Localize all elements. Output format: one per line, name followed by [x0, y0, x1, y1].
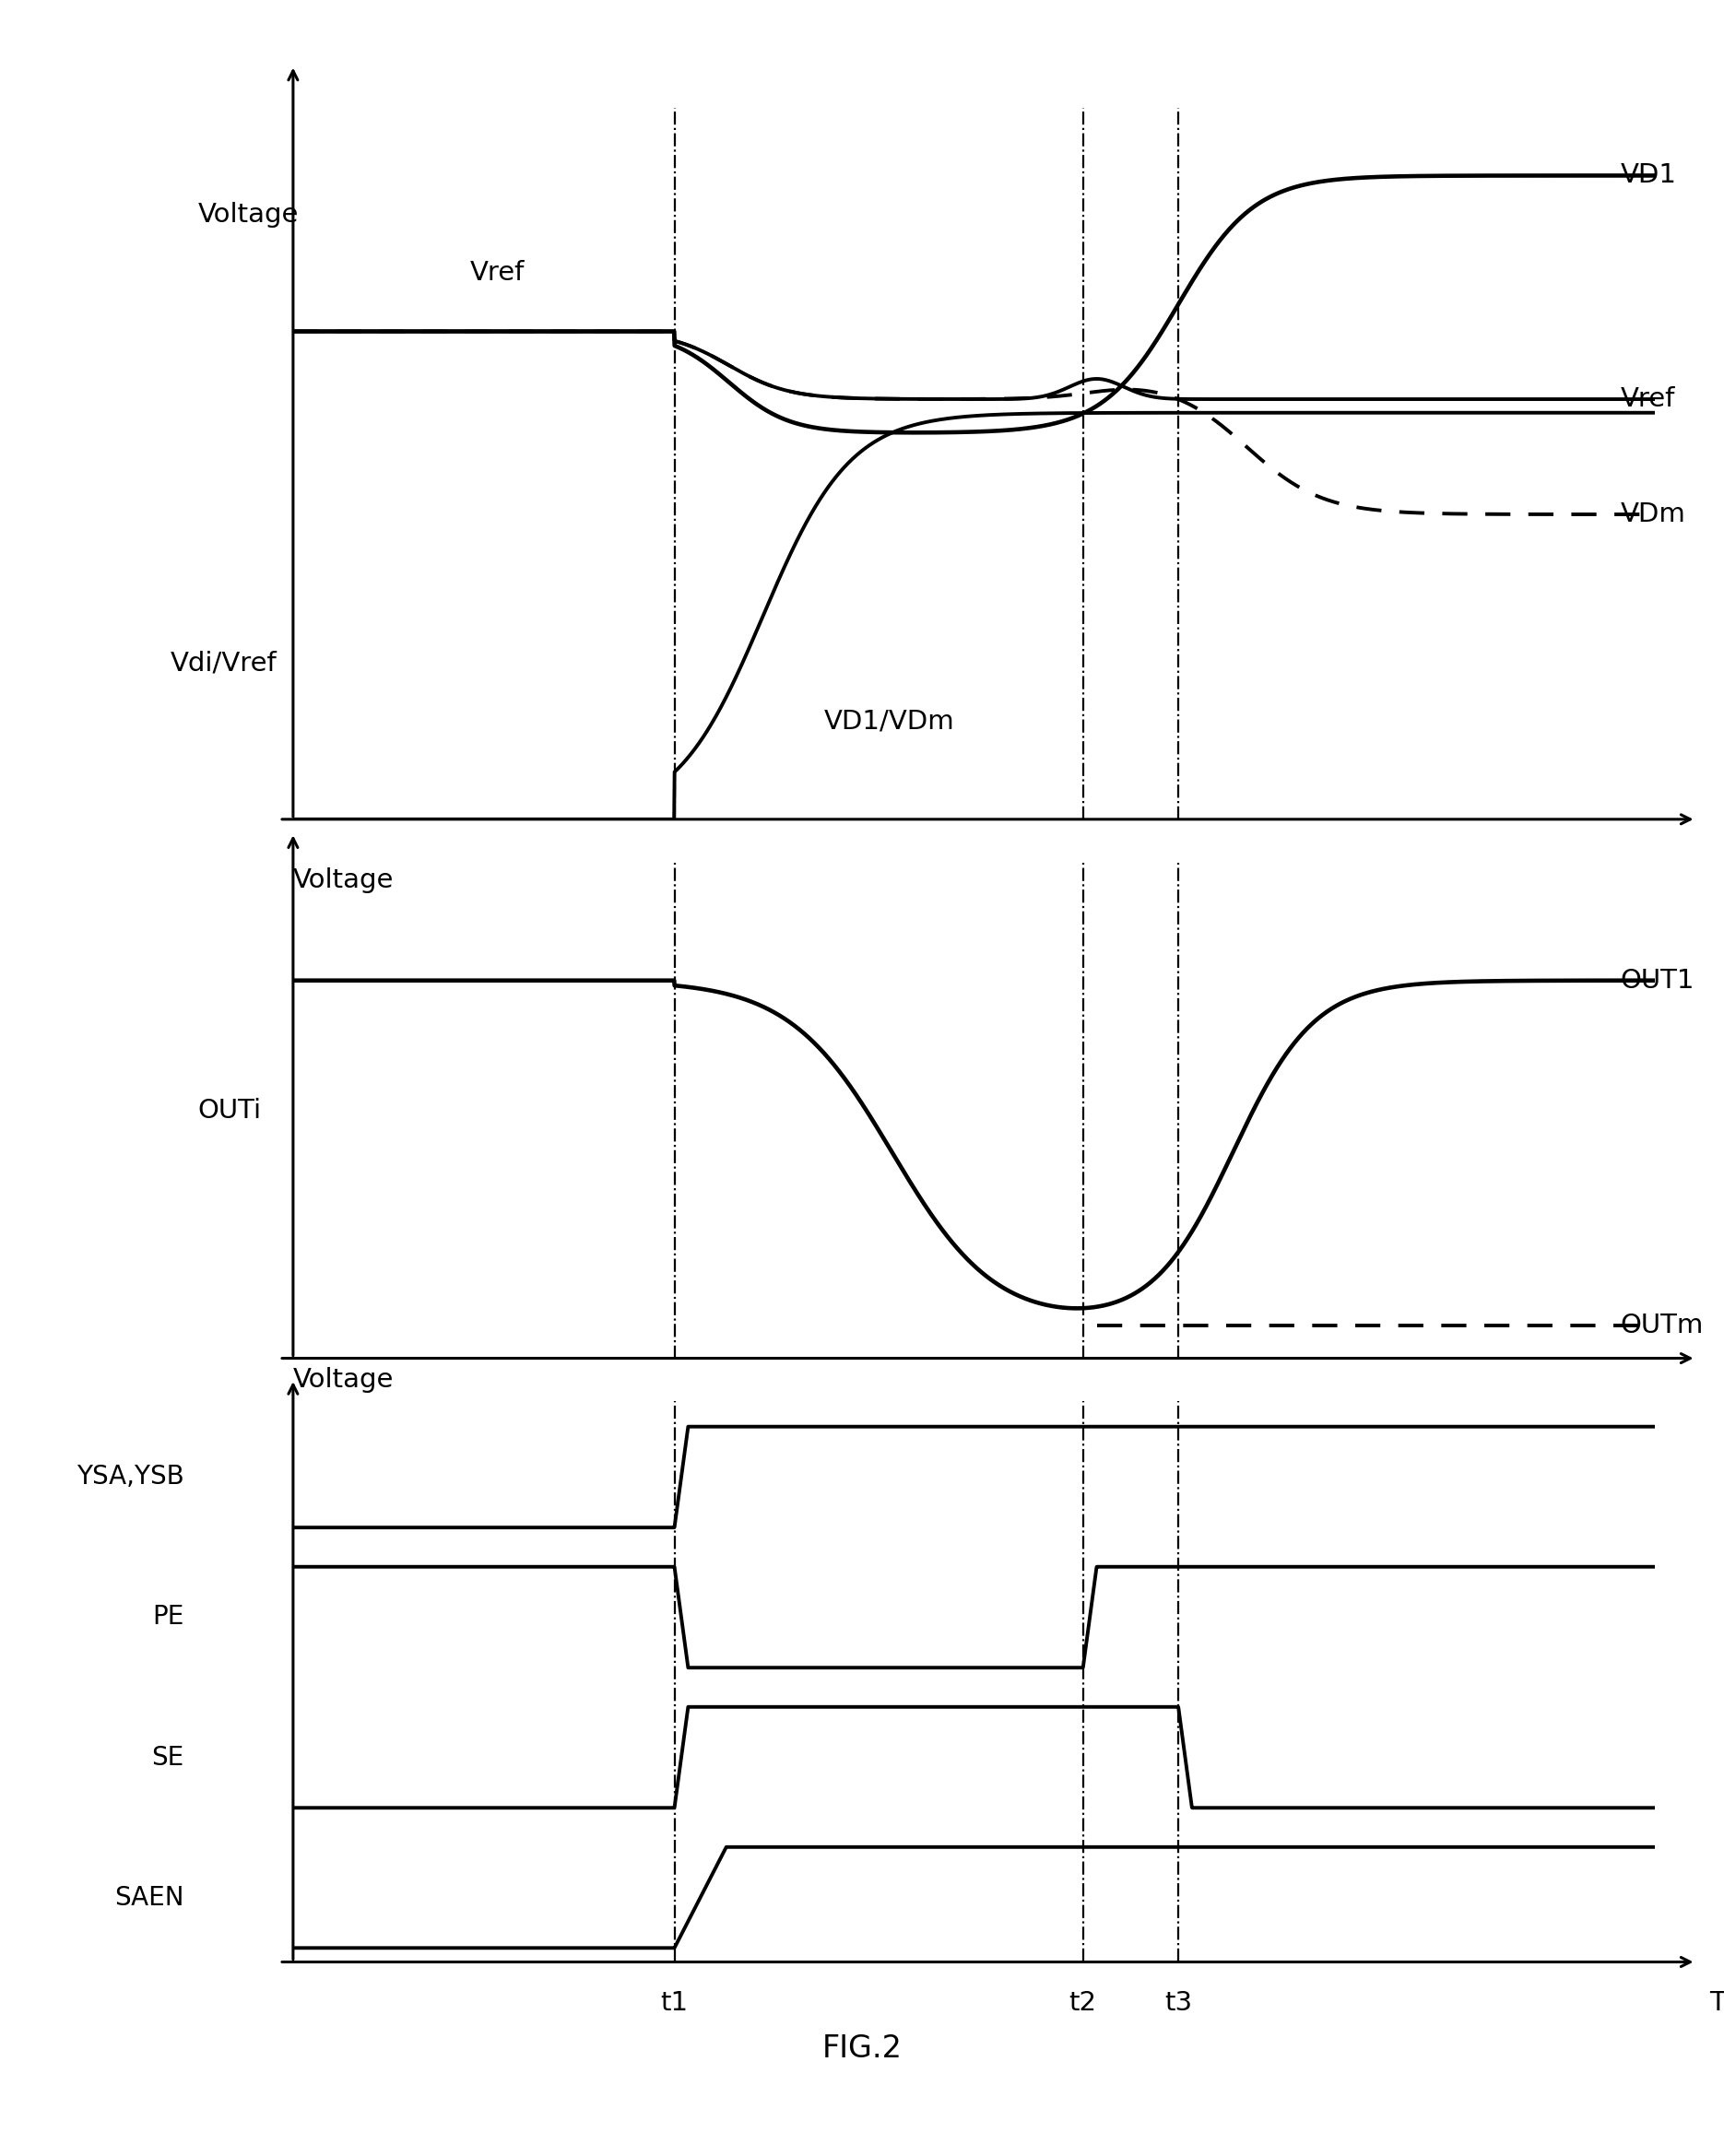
Text: Vdi/Vref: Vdi/Vref [171, 649, 278, 675]
Text: VD1: VD1 [1621, 162, 1677, 188]
Text: t1: t1 [660, 1990, 688, 2016]
Text: Vref: Vref [471, 261, 524, 287]
Text: t2: t2 [1069, 1990, 1096, 2016]
Text: FIG.2: FIG.2 [822, 2033, 902, 2063]
Text: PE: PE [152, 1604, 184, 1630]
Text: VDm: VDm [1621, 502, 1686, 528]
Text: Voltage: Voltage [198, 203, 298, 226]
Text: OUTi: OUTi [198, 1097, 262, 1123]
Text: SAEN: SAEN [114, 1884, 184, 1910]
Text: Time: Time [1710, 1990, 1724, 2016]
Text: OUT1: OUT1 [1621, 968, 1695, 994]
Text: YSA,YSB: YSA,YSB [76, 1464, 184, 1490]
Text: Voltage: Voltage [293, 867, 393, 893]
Text: VD1/VDm: VD1/VDm [824, 707, 955, 733]
Text: t3: t3 [1164, 1990, 1193, 2016]
Text: Voltage: Voltage [293, 1367, 393, 1393]
Text: Vref: Vref [1621, 386, 1676, 412]
Text: OUTm: OUTm [1621, 1313, 1703, 1339]
Text: SE: SE [152, 1744, 184, 1770]
